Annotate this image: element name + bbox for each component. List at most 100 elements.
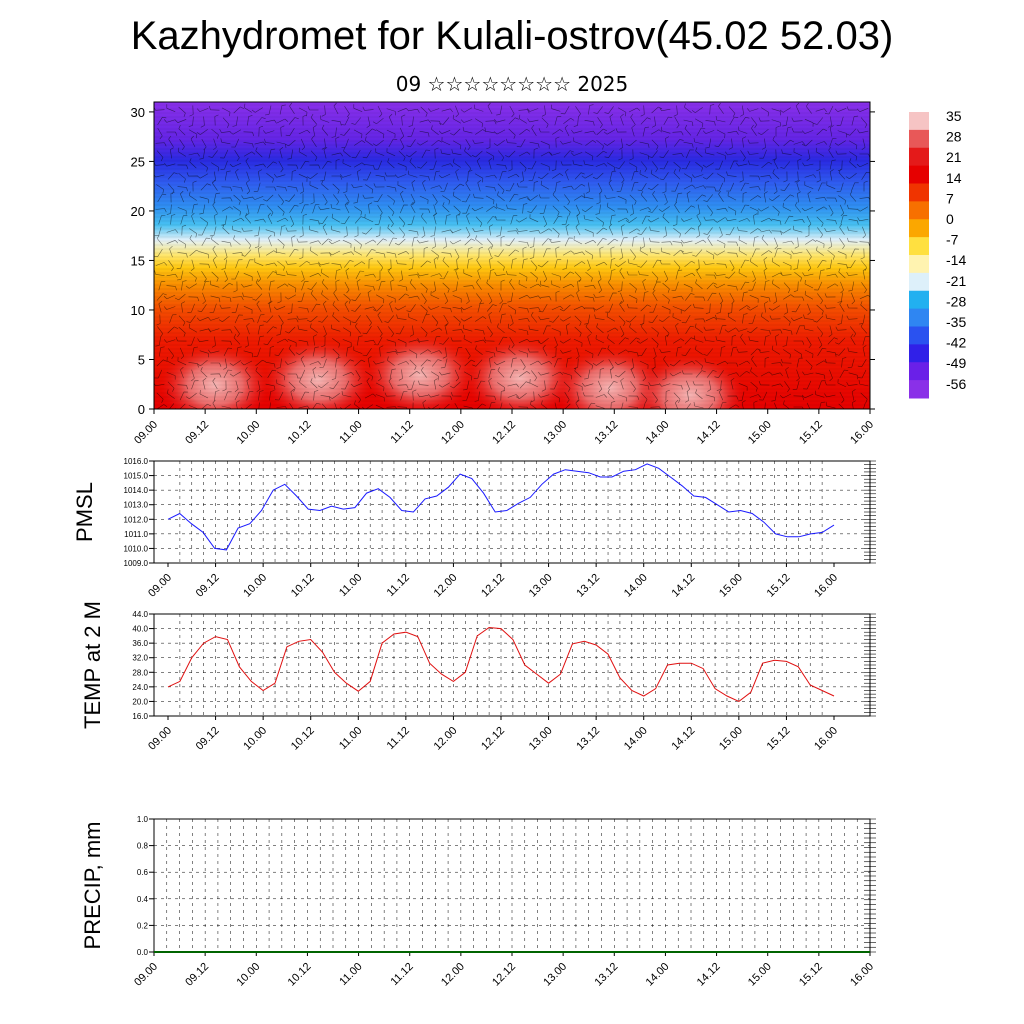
x-tick-label: 12.00 — [432, 725, 460, 753]
x-tick-label: 09.00 — [132, 419, 160, 447]
x-tick-label: 16.00 — [812, 572, 840, 600]
y-axis-label: PMSL — [72, 482, 97, 542]
x-tick-label: 14.12 — [669, 725, 697, 753]
x-tick-label: 14.12 — [695, 961, 723, 989]
y-tick-label: 24.0 — [132, 683, 148, 692]
colorbar-swatch — [909, 308, 929, 327]
y-tick-label: 0.4 — [137, 895, 149, 904]
y-tick-label: 0.0 — [137, 948, 149, 957]
y-tick-label: 44.0 — [132, 610, 148, 619]
y-tick-label: 10 — [131, 303, 145, 318]
x-tick-label: 11.12 — [385, 725, 412, 752]
colorbar-swatch — [909, 344, 929, 363]
y-axis-label: PRECIP, mm — [80, 822, 105, 950]
colorbar-swatch — [909, 147, 929, 167]
x-tick-label: 16.00 — [848, 419, 876, 447]
x-tick-label: 11.12 — [388, 961, 415, 988]
colorbar-label: -56 — [946, 376, 966, 392]
y-tick-label: 1009.0 — [124, 559, 149, 568]
y-tick-label: 40.0 — [132, 625, 148, 634]
x-tick-label: 14.12 — [669, 572, 697, 600]
x-tick-label: 11.12 — [388, 419, 415, 446]
y-tick-label: 1013.0 — [124, 501, 149, 510]
y-tick-label: 28.0 — [132, 668, 148, 677]
x-tick-label: 14.00 — [622, 572, 650, 600]
y-tick-label: 1016.0 — [124, 457, 149, 466]
y-tick-label: 25 — [131, 154, 145, 169]
x-tick-label: 10.00 — [241, 725, 269, 753]
x-tick-label: 16.00 — [848, 961, 876, 989]
y-tick-label: 1012.0 — [124, 515, 149, 524]
x-tick-label: 10.12 — [289, 725, 317, 753]
x-tick-label: 11.00 — [337, 961, 364, 988]
x-tick-label: 09.12 — [183, 961, 211, 989]
colorbar-label: -21 — [946, 273, 966, 289]
colorbar-swatch — [909, 201, 929, 220]
warm-region — [160, 345, 270, 409]
colorbar-label: 14 — [946, 170, 962, 186]
x-tick-label: 10.00 — [241, 572, 269, 600]
chart-title: Kazhydromet for Kulali-ostrov(45.02 52.0… — [130, 14, 894, 58]
colorbar-swatch — [909, 112, 929, 131]
colorbar-label: 0 — [946, 211, 954, 227]
x-tick-label: 13.00 — [541, 961, 569, 989]
x-tick-label: 15.00 — [717, 572, 745, 600]
x-tick-label: 09.12 — [194, 725, 222, 753]
x-tick-label: 11.00 — [337, 572, 364, 599]
temperature-cross-section: 0 5 10 15 20 25 30 09.00 09.12 10.00 10.12 11.00 11.… — [131, 101, 876, 447]
colorbar-label: -28 — [946, 293, 966, 309]
x-tick-label: 10.12 — [286, 961, 314, 989]
colorbar-label: -49 — [946, 355, 966, 371]
colorbar-label: -14 — [946, 252, 966, 268]
x-tick-label: 13.00 — [541, 419, 569, 447]
colorbar-swatch — [909, 362, 929, 381]
colorbar-swatch — [909, 326, 929, 345]
wind-barbs — [154, 102, 870, 409]
colorbar: 35 28 21 14 7 0 -7 -14 -21 -28 -35 -42 -49 -56 — [909, 108, 966, 399]
colorbar-swatch — [909, 290, 929, 310]
x-tick-label: 15.00 — [746, 419, 774, 447]
colorbar-swatch — [909, 165, 929, 184]
colorbar-label: -42 — [946, 335, 966, 351]
x-tick-label: 15.00 — [717, 725, 745, 753]
series-line — [167, 626, 835, 702]
colorbar-swatch — [909, 380, 929, 399]
y-tick-label: 5 — [138, 352, 145, 367]
colorbar-label: 35 — [946, 108, 962, 124]
y-axis-label: TEMP at 2 M — [80, 601, 105, 729]
y-tick-label: 30 — [131, 105, 145, 120]
x-tick-label: 12.12 — [490, 961, 518, 989]
x-tick-label: 14.00 — [644, 961, 672, 989]
x-tick-label: 14.00 — [622, 725, 650, 753]
y-tick-label: 1011.0 — [124, 530, 148, 539]
x-tick-label: 12.12 — [490, 419, 518, 447]
x-tick-label: 12.12 — [479, 572, 507, 600]
heatmap-field — [154, 102, 870, 409]
x-tick-label: 10.00 — [234, 961, 262, 989]
x-tick-label: 12.12 — [479, 725, 507, 753]
x-tick-label: 15.12 — [765, 725, 793, 753]
x-tick-label: 09.12 — [183, 419, 211, 447]
x-tick-label: 13.00 — [527, 572, 555, 600]
y-tick-label: 0.8 — [137, 842, 149, 851]
x-tick-label: 15.00 — [746, 961, 774, 989]
x-tick-label: 16.00 — [812, 725, 840, 753]
x-tick-label: 13.12 — [592, 419, 620, 447]
y-tick-label: 32.0 — [132, 654, 148, 663]
colorbar-label: 28 — [946, 129, 962, 145]
x-tick-label: 11.00 — [337, 419, 364, 446]
y-tick-label: 0.6 — [137, 868, 149, 877]
colorbar-swatch — [909, 129, 929, 149]
temp2m-panel: 16.0 20.0 24.0 28.0 32.0 36.0 40.0 44.0 09.00 09.… — [80, 601, 876, 753]
x-tick-label: 10.12 — [289, 572, 317, 600]
warm-region — [635, 355, 745, 409]
colorbar-label: -7 — [946, 232, 959, 248]
x-tick-label: 12.00 — [439, 419, 467, 447]
colorbar-swatch — [909, 255, 929, 274]
x-tick-label: 15.12 — [797, 961, 825, 989]
colorbar-swatch — [909, 272, 929, 292]
x-tick-label: 09.12 — [194, 572, 222, 600]
colorbar-label: 7 — [946, 190, 954, 206]
warm-region — [465, 338, 575, 409]
